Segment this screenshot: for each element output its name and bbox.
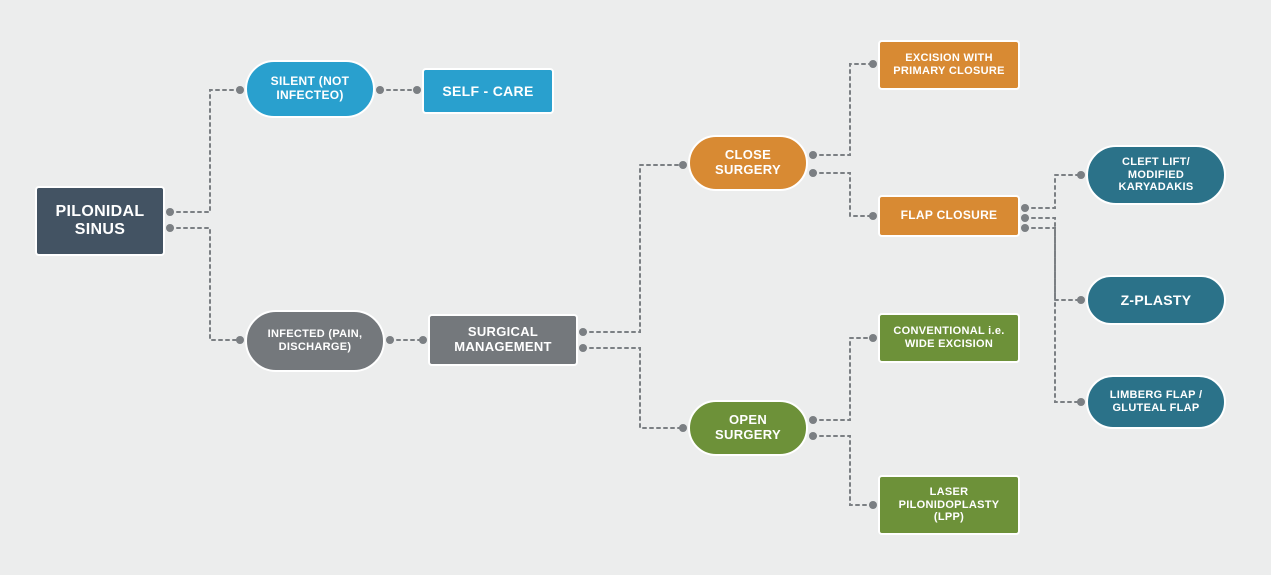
node-surg: SURGICAL MANAGEMENT (428, 314, 578, 366)
node-limberg: LIMBERG FLAP / GLUTEAL FLAP (1086, 375, 1226, 429)
flowchart-stage: PILONIDAL SINUS SILENT (NOT INFECTEO) SELF… (0, 0, 1271, 575)
node-open: OPEN SURGERY (688, 400, 808, 456)
node-zplasty: Z-PLASTY (1086, 275, 1226, 325)
node-conv: CONVENTIONAL i.e. WIDE EXCISION (878, 313, 1020, 363)
node-silent: SILENT (NOT INFECTEO) (245, 60, 375, 118)
edges-layer (0, 0, 1271, 575)
node-flap: FLAP CLOSURE (878, 195, 1020, 237)
node-close: CLOSE SURGERY (688, 135, 808, 191)
node-exc_prim: EXCISION WITH PRIMARY CLOSURE (878, 40, 1020, 90)
node-selfcare: SELF - CARE (422, 68, 554, 114)
node-lpp: LASER PILONIDOPLASTY (LPP) (878, 475, 1020, 535)
node-infected: INFECTED (PAIN, DISCHARGE) (245, 310, 385, 372)
node-root: PILONIDAL SINUS (35, 186, 165, 256)
node-cleft: CLEFT LIFT/ MODIFIED KARYADAKIS (1086, 145, 1226, 205)
